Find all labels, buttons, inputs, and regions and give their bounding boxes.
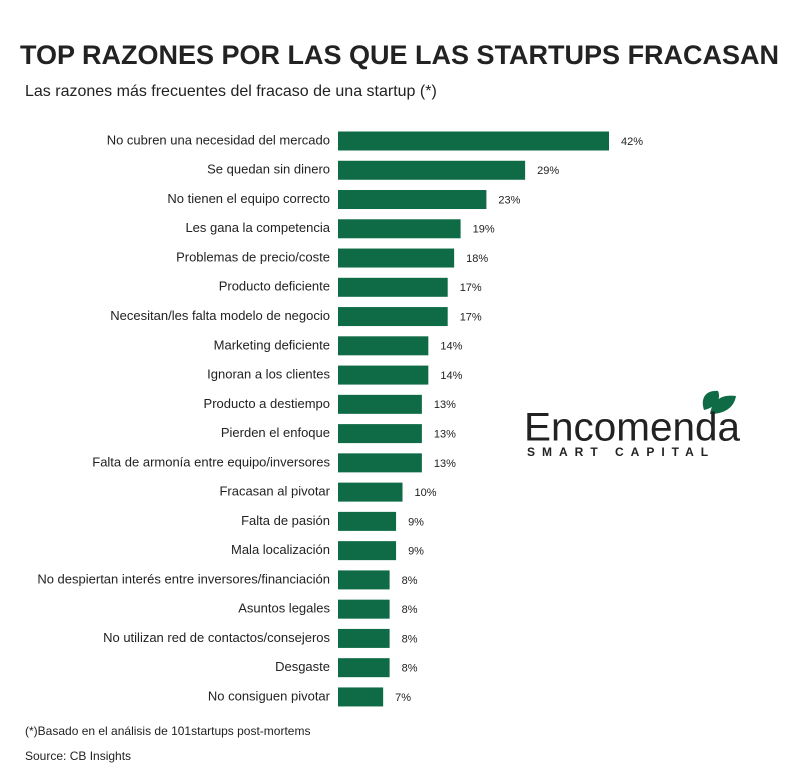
value-label: 9% — [408, 516, 424, 528]
value-label: 13% — [434, 429, 456, 441]
category-label: Producto deficiente — [219, 279, 330, 294]
bar — [338, 219, 461, 239]
bar — [338, 482, 403, 502]
bar — [338, 541, 397, 561]
bar — [338, 365, 429, 385]
category-label: Producto a destiempo — [204, 396, 330, 411]
bar — [338, 131, 609, 151]
category-label: No tienen el equipo correcto — [167, 191, 330, 206]
category-label: No cubren una necesidad del mercado — [107, 132, 330, 147]
category-label: Se quedan sin dinero — [207, 162, 330, 177]
bar — [338, 248, 455, 268]
value-label: 23% — [498, 194, 520, 206]
value-label: 29% — [537, 165, 559, 177]
bar — [338, 687, 384, 707]
category-label: Falta de pasión — [241, 513, 330, 528]
logo-leaf — [702, 390, 720, 410]
bar — [338, 599, 390, 619]
value-label: 8% — [402, 604, 418, 616]
value-label: 17% — [460, 311, 482, 323]
logo-name: Encomenda — [524, 406, 741, 450]
category-label: Mala localización — [231, 542, 330, 557]
bar — [338, 570, 390, 590]
bar — [338, 453, 422, 473]
value-label: 8% — [402, 663, 418, 675]
category-label: Pierden el enfoque — [221, 425, 330, 440]
value-label: 13% — [434, 458, 456, 470]
category-label: Desgaste — [275, 659, 330, 674]
source: Source: CB Insights — [25, 749, 131, 763]
category-label: Fracasan al pivotar — [219, 484, 330, 499]
category-label: No utilizan red de contactos/consejeros — [103, 630, 330, 645]
bar — [338, 658, 390, 678]
value-label: 17% — [460, 282, 482, 294]
value-label: 18% — [466, 253, 488, 265]
logo-tagline: SMART CAPITAL — [527, 445, 715, 459]
chart-subtitle: Las razones más frecuentes del fracaso d… — [25, 83, 437, 100]
chart-title: TOP RAZONES POR LAS QUE LAS STARTUPS FRA… — [20, 40, 779, 70]
category-label: Ignoran a los clientes — [207, 367, 330, 382]
category-label: Marketing deficiente — [214, 337, 330, 352]
category-label: No consiguen pivotar — [208, 688, 331, 703]
category-label: Asuntos legales — [238, 601, 330, 616]
category-label: Les gana la competencia — [185, 220, 330, 235]
bar — [338, 277, 448, 297]
footnote: (*)Basado en el análisis de 101startups … — [25, 724, 310, 738]
bar — [338, 336, 429, 356]
value-label: 19% — [473, 224, 495, 236]
value-label: 7% — [395, 692, 411, 704]
value-label: 42% — [621, 136, 643, 148]
category-label: Problemas de precio/coste — [176, 249, 330, 264]
category-label: No despiertan interés entre inversores/f… — [37, 571, 330, 586]
bar — [338, 511, 397, 531]
category-label: Necesitan/les falta modelo de negocio — [110, 308, 330, 323]
logo: Encomenda SMART CAPITAL — [524, 390, 741, 459]
value-label: 14% — [440, 341, 462, 353]
bar — [338, 190, 487, 210]
category-label: Falta de armonía entre equipo/inversores — [92, 454, 330, 469]
value-label: 14% — [440, 370, 462, 382]
value-label: 9% — [408, 546, 424, 558]
bar — [338, 160, 526, 180]
bar — [338, 394, 422, 414]
logo-leaf — [710, 395, 736, 414]
bar — [338, 307, 448, 327]
value-label: 10% — [415, 487, 437, 499]
bar — [338, 628, 390, 648]
value-label: 8% — [402, 633, 418, 645]
value-label: 13% — [434, 399, 456, 411]
value-label: 8% — [402, 575, 418, 587]
bar — [338, 424, 422, 444]
